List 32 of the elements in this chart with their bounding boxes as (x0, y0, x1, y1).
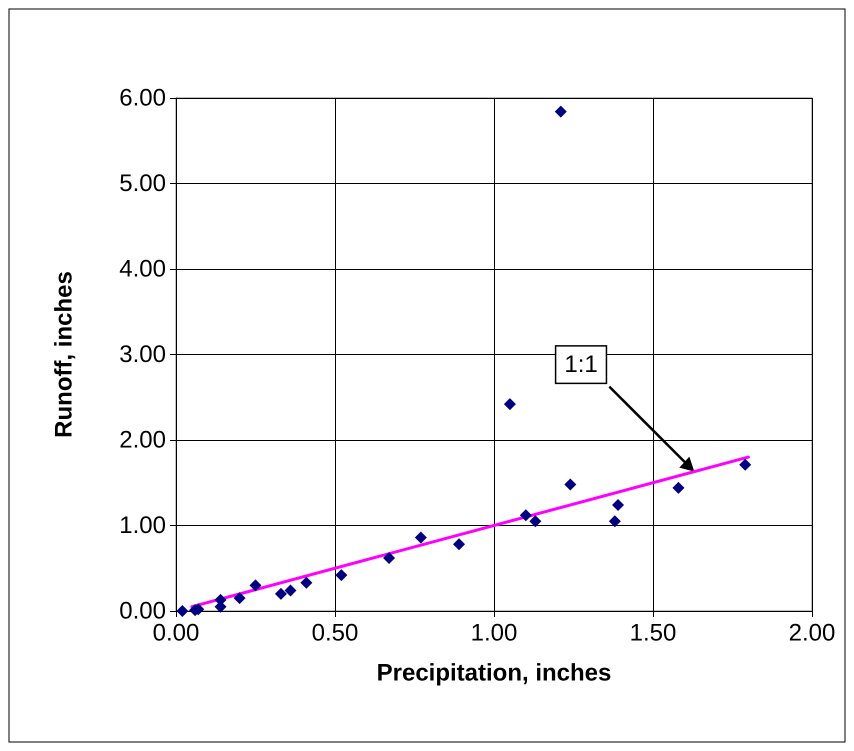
point (414, 531, 427, 544)
point (274, 588, 287, 600)
point (335, 569, 348, 582)
point (284, 584, 296, 596)
x-axis-title: Precipitation, inches (376, 660, 612, 686)
y-tick-label: 3.00 (119, 341, 166, 368)
point (529, 515, 542, 528)
point (520, 509, 532, 522)
y-tick-label: 5.00 (119, 170, 166, 197)
annotation: 1:1 (564, 351, 598, 378)
point (554, 106, 567, 118)
point (250, 579, 262, 592)
x-tick-label: 0.50 (312, 620, 358, 646)
y-tick-label: 2.00 (119, 426, 166, 454)
point (504, 398, 516, 410)
y-axis-title: Runoff, inches (50, 271, 78, 438)
point (300, 576, 312, 589)
y-tick-label: 1.00 (119, 512, 166, 539)
point (564, 478, 576, 490)
point (234, 592, 246, 604)
x-tick-label: 1.00 (470, 620, 518, 646)
point (453, 538, 466, 550)
point (672, 482, 684, 494)
point (612, 498, 624, 511)
y-tick-label: 6.00 (119, 84, 166, 112)
point (608, 515, 621, 528)
y-tick-label: 4.00 (119, 256, 166, 282)
point (739, 458, 752, 471)
x-tick-label: 1.50 (630, 620, 676, 646)
point (383, 552, 396, 564)
x-tick-label: 2.00 (788, 620, 836, 646)
point (176, 605, 188, 617)
